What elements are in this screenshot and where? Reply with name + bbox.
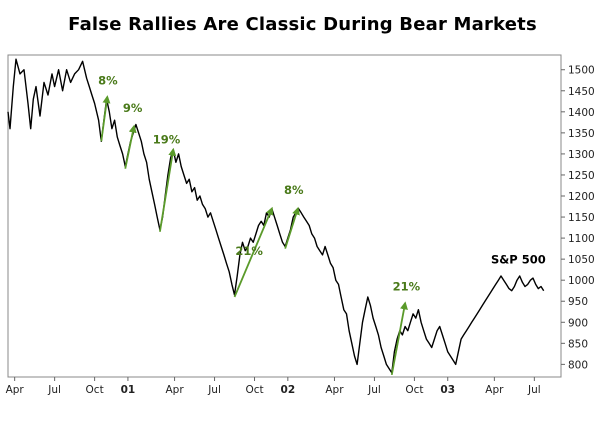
x-tick-label: Apr xyxy=(165,384,184,396)
x-tick-label: 01 xyxy=(121,384,136,396)
x-tick-label: Oct xyxy=(405,384,423,396)
x-tick-label: Jul xyxy=(207,384,221,396)
y-tick-label: 1450 xyxy=(568,86,595,98)
y-tick-label: 1200 xyxy=(568,191,595,203)
chart-title: False Rallies Are Classic During Bear Ma… xyxy=(68,14,537,35)
rally-arrow xyxy=(233,206,274,298)
rally-label: 8% xyxy=(98,73,118,87)
x-tick-label: Oct xyxy=(86,384,104,396)
rally-label: 9% xyxy=(123,101,143,115)
x-tick-label: 02 xyxy=(281,384,296,396)
rally-label: 8% xyxy=(284,183,304,197)
rally-arrow xyxy=(159,147,177,232)
y-tick-label: 900 xyxy=(568,317,588,329)
y-tick-label: 1150 xyxy=(568,212,595,224)
rally-arrow xyxy=(284,206,300,249)
rally-arrow xyxy=(390,301,408,376)
rally-label: 19% xyxy=(153,132,181,146)
y-tick-label: 1000 xyxy=(568,275,595,287)
y-tick-label: 1350 xyxy=(568,128,595,140)
x-tick-label: Jul xyxy=(527,384,541,396)
y-tick-label: 1300 xyxy=(568,149,595,161)
y-tick-label: 1500 xyxy=(568,65,595,77)
x-tick-label: Apr xyxy=(325,384,344,396)
rally-arrow xyxy=(124,124,137,169)
x-tick-label: Apr xyxy=(6,384,25,396)
series-label: S&P 500 xyxy=(491,252,546,266)
x-tick-label: Apr xyxy=(485,384,504,396)
y-tick-label: 1400 xyxy=(568,107,595,119)
x-axis: Apr Jul Oct 01 Apr Jul Oct 02 Apr Jul Oct 03 Apr Jul xyxy=(6,377,541,396)
rally-label: 21% xyxy=(235,244,263,258)
y-tick-label: 1050 xyxy=(568,254,595,266)
x-tick-label: Jul xyxy=(367,384,381,396)
y-tick-label: 800 xyxy=(568,359,588,371)
rally-label: 21% xyxy=(393,280,421,294)
x-tick-label: 03 xyxy=(440,384,455,396)
x-tick-label: Oct xyxy=(245,384,263,396)
y-axis: 800 850 900 950 1000 1050 1100 1150 1200 1250 1300… xyxy=(561,65,595,371)
y-tick-label: 1100 xyxy=(568,233,595,245)
x-tick-label: Jul xyxy=(47,384,61,396)
rally-arrow xyxy=(100,95,111,142)
plot-frame xyxy=(7,54,562,378)
y-tick-label: 1250 xyxy=(568,170,595,182)
y-tick-label: 850 xyxy=(568,338,588,350)
y-tick-label: 950 xyxy=(568,296,588,308)
